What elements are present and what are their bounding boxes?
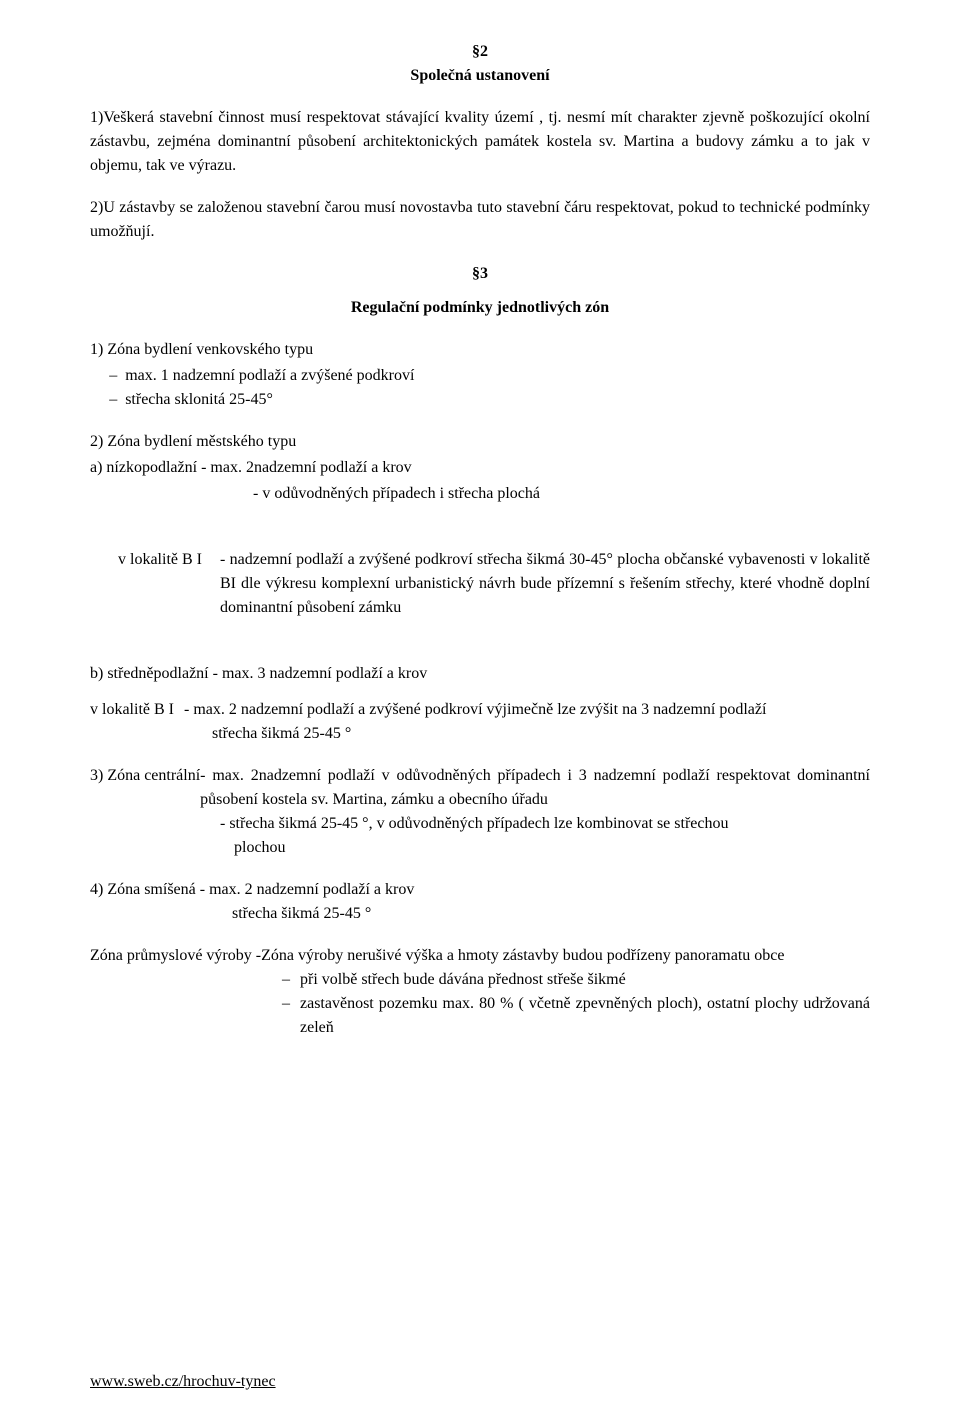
zone-3-line2b: plochou <box>90 836 870 860</box>
section-2-number: §2 <box>90 40 870 64</box>
paragraph-2-2: 2)U zástavby se založenou stavební čarou… <box>90 196 870 244</box>
industrial-dash-1: při volbě střech bude dávána přednost st… <box>300 968 870 992</box>
zone-1-bullet-2: střecha sklonitá 25-45° <box>125 388 273 412</box>
dash-icon: – <box>109 388 125 412</box>
industrial-line1: Zóna výroby nerušivé výška a hmoty zásta… <box>261 944 870 968</box>
zone-4-head: 4) Zóna smíšená - max. 2 nadzemní podlaž… <box>90 878 870 902</box>
locality-b1-label: v lokalitě B I <box>118 548 220 620</box>
locality-b1-roof: střecha šikmá 25-45 ° <box>90 722 870 746</box>
locality-b1-body-2: - max. 2 nadzemní podlaží a zvýšené podk… <box>184 698 870 722</box>
zone-1-head: 1) Zóna bydlení venkovského typu <box>90 338 870 362</box>
paragraph-2-1: 1)Veškerá stavební činnost musí respekto… <box>90 106 870 178</box>
zone-3-label: 3) Zóna centrální <box>90 764 200 812</box>
locality-b1-body: - nadzemní podlaží a zvýšené podkroví st… <box>220 548 870 620</box>
zone-2-b-line: b) středněpodlažní - max. 3 nadzemní pod… <box>90 662 870 686</box>
zone-2-head: 2) Zóna bydlení městského typu <box>90 430 870 454</box>
dash-icon: – <box>109 364 125 388</box>
zone-4-roof: střecha šikmá 25-45 ° <box>90 902 870 926</box>
section-3-title: Regulační podmínky jednotlivých zón <box>90 296 870 320</box>
zone-1-bullet-1: max. 1 nadzemní podlaží a zvýšené podkro… <box>125 364 414 388</box>
footer-link[interactable]: www.sweb.cz/hrochuv-tynec <box>90 1370 276 1394</box>
industrial-dash-2: zastavěnost pozemku max. 80 % ( včetně z… <box>300 992 870 1040</box>
section-3-number: §3 <box>90 262 870 286</box>
zone-3-line2: - střecha šikmá 25-45 °, v odůvodněných … <box>90 812 870 836</box>
section-2-title: Společná ustanovení <box>90 64 870 88</box>
zone-3-line1: - max. 2nadzemní podlaží v odůvodněných … <box>200 764 870 812</box>
zone-2-a-line1: a) nízkopodlažní - max. 2nadzemní podlaž… <box>90 456 870 480</box>
zone-2-a-line2: - v odůvodněných případech i střecha plo… <box>90 482 870 506</box>
locality-b1-label-2: v lokalitě B I <box>90 698 184 722</box>
industrial-label: Zóna průmyslové výroby - <box>90 944 261 968</box>
dash-icon: – <box>282 992 300 1040</box>
dash-icon: – <box>282 968 300 992</box>
